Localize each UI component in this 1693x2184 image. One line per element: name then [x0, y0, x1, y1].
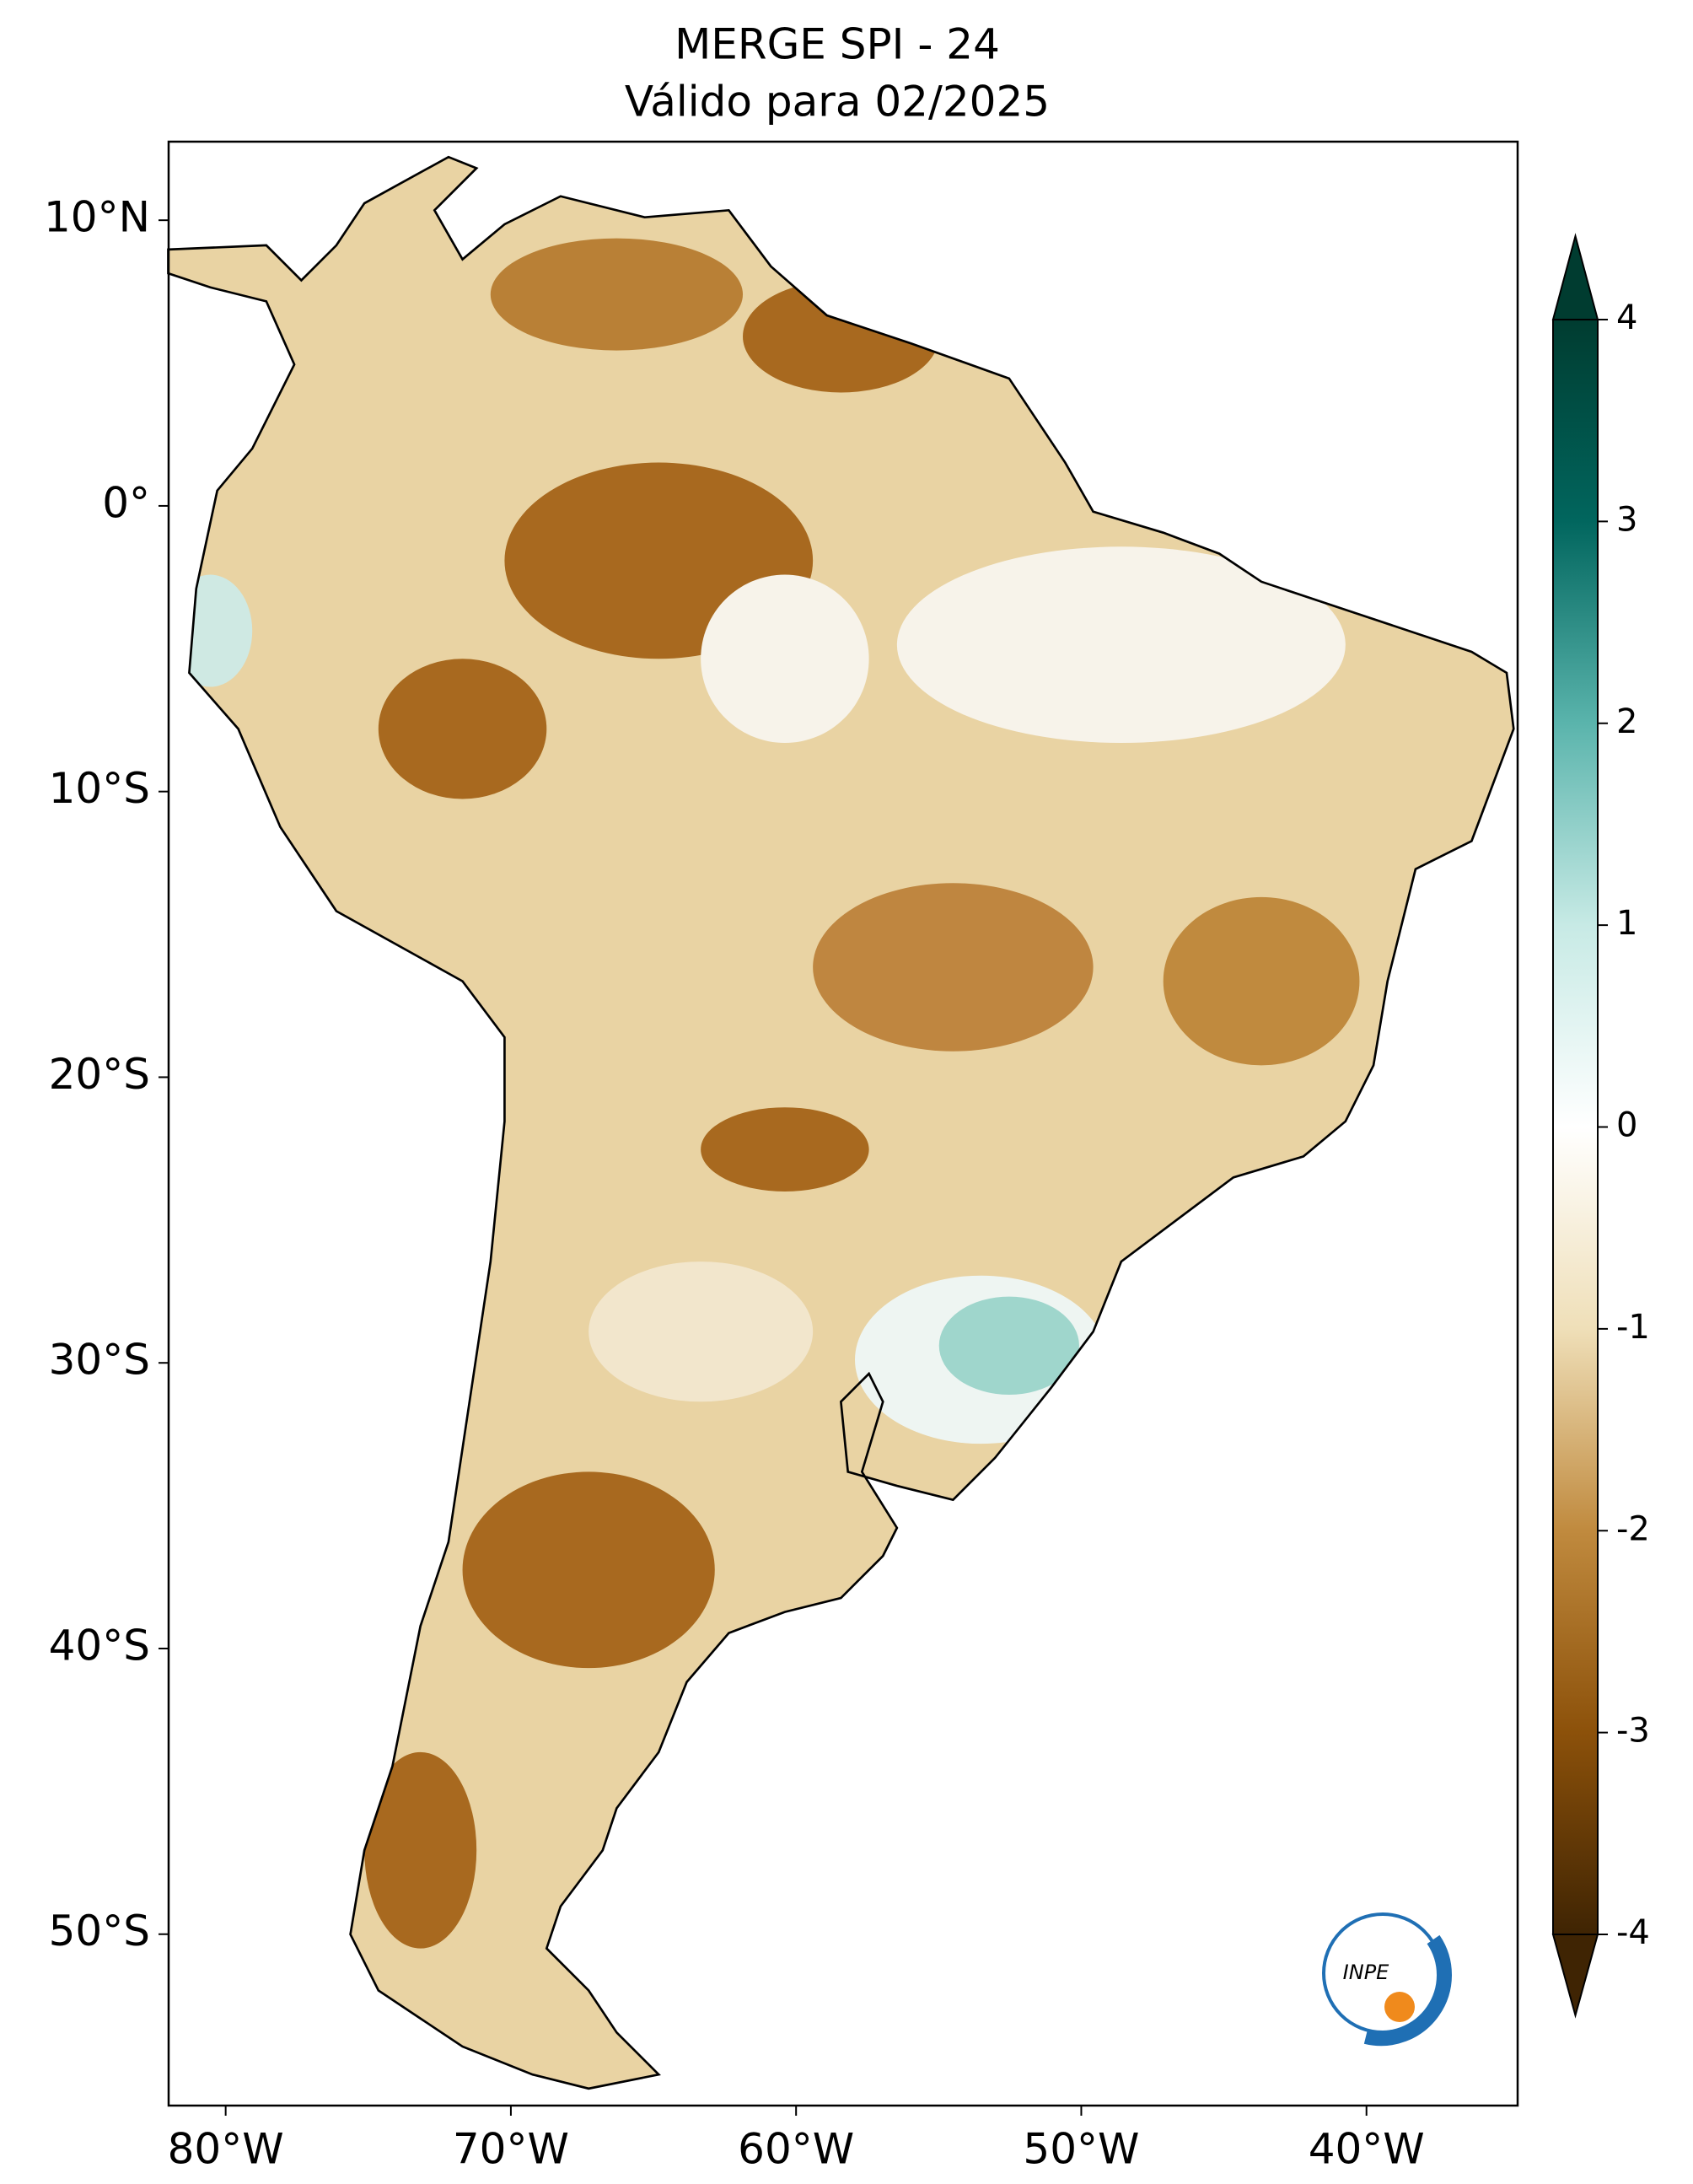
colorbar-tick-label: -4	[1616, 1913, 1650, 1952]
title: MERGE SPI - 24	[675, 20, 1000, 69]
x-tick-label: 80°W	[168, 2125, 284, 2174]
land	[167, 155, 1515, 2090]
colorbar-tick-label: 3	[1616, 500, 1637, 539]
x-tick-label: 60°W	[738, 2125, 854, 2174]
map-frame	[167, 140, 1519, 2107]
colorbar-tick-label: -1	[1616, 1308, 1650, 1347]
colorbar-extend-bottom	[1551, 1934, 1599, 2019]
x-tick-label: 40°W	[1309, 2125, 1425, 2174]
y-tick-label: 50°S	[49, 1907, 150, 1955]
y-tick-label: 0°	[102, 478, 150, 527]
logo: INPE	[1322, 1912, 1452, 2047]
y-tick-label: 30°S	[49, 1336, 150, 1385]
x-tick-label: 50°W	[1023, 2125, 1139, 2174]
colorbar-tick-label: 0	[1616, 1106, 1637, 1145]
y-tick-label: 40°S	[49, 1621, 150, 1670]
logo-text: INPE	[1343, 1961, 1390, 1984]
colorbar-extend-top	[1551, 233, 1599, 320]
colorbar-tick-label: 1	[1616, 904, 1637, 943]
x-tick-label: 70°W	[453, 2125, 569, 2174]
colorbar-tick-label: 4	[1616, 299, 1637, 337]
colorbar	[1552, 319, 1599, 1935]
y-tick-label: 20°S	[49, 1050, 150, 1099]
colorbar-tick-label: 2	[1616, 702, 1637, 741]
y-tick-label: 10°S	[49, 764, 150, 813]
colorbar-tick-label: -3	[1616, 1712, 1650, 1751]
subtitle: Válido para 02/2025	[625, 78, 1050, 126]
colorbar-tick-label: -2	[1616, 1509, 1650, 1548]
y-tick-label: 10°N	[44, 193, 150, 242]
